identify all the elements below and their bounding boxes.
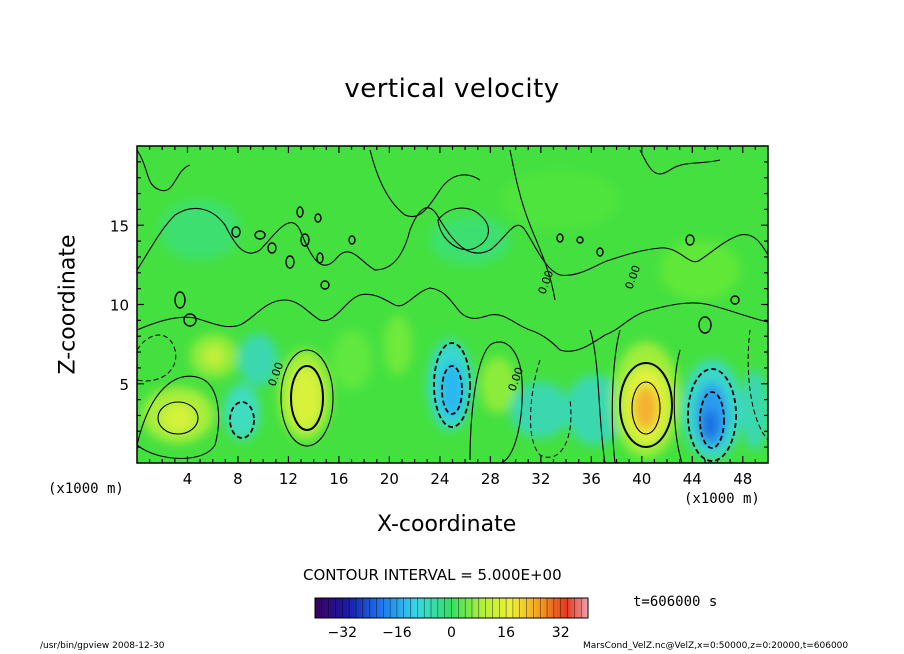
time-label: t=606000 s [633,594,718,610]
small-contours [174,206,740,334]
x-tick-label: 24 [430,470,449,488]
x-tick-label: 12 [279,470,298,488]
footer-left: /usr/bin/gpview 2008-12-30 [40,641,165,651]
x-unit-label-left: (x1000 m) [48,481,124,497]
colorbar-segments [314,598,589,618]
colorbar-tick-labels: −32 −16 0 16 32 [328,625,570,641]
x-unit-label-right: (x1000 m) [684,491,760,507]
contour-lines [137,149,768,463]
x-tick-label: 28 [481,470,500,488]
colorbar-tick-label: 32 [552,625,570,641]
y-tick-label: 15 [110,217,129,235]
colorbar-tick-label: 16 [497,625,515,641]
y-tick-label: 5 [119,376,129,394]
negative-contours [137,329,768,462]
footer-right: MarsCond_VelZ.nc@VelZ,x=0:50000,z=0:2000… [583,641,849,651]
x-tick-label: 20 [380,470,399,488]
x-axis-label: X-coordinate [377,512,517,537]
x-tick-label: 44 [683,470,702,488]
colorbar-tick-label: −32 [328,625,358,641]
axis-ticks [137,146,768,463]
x-tick-label: 36 [582,470,601,488]
x-tick-label: 48 [733,470,752,488]
heatmap-field [137,146,768,463]
x-tick-label: 40 [632,470,651,488]
x-tick-label: 32 [531,470,550,488]
chart-title: vertical velocity [344,74,560,104]
colorbar-tick-label: 0 [447,625,456,641]
x-tick-label: 16 [329,470,348,488]
x-tick-label: 8 [233,470,243,488]
x-tick-label: 4 [183,470,193,488]
y-tick-label: 10 [110,297,129,315]
y-axis-label: Z-coordinate [55,234,81,375]
colorbar-tick-label: −16 [382,625,412,641]
contour-interval-text: CONTOUR INTERVAL = 5.000E+00 [303,566,562,584]
